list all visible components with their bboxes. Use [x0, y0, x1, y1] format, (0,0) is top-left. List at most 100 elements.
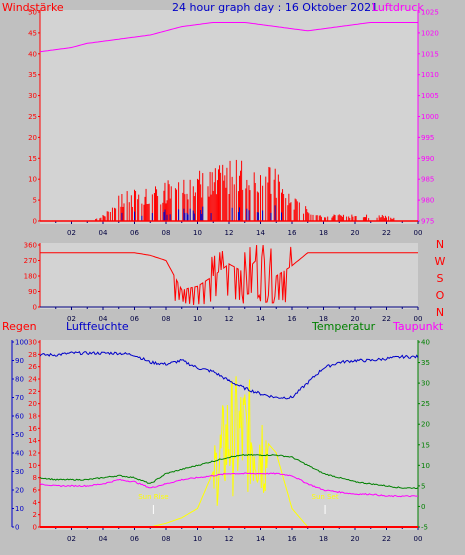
- wind-tick-label: 5: [33, 197, 37, 205]
- wind-panel-x-tick-label: 10: [193, 229, 202, 237]
- wind-panel-x-tick-label: 02: [67, 229, 76, 237]
- wind-panel-x-tick-label: 20: [351, 229, 360, 237]
- pressure-tick-label: 985: [421, 176, 434, 184]
- temperature-tick-label: 15: [421, 441, 430, 449]
- humidity-tick-label: 10: [15, 505, 24, 513]
- pressure-tick-label: 1010: [421, 71, 439, 79]
- climate-panel-x-tick-label: 16: [288, 535, 297, 543]
- temperature-tick-label: 0: [421, 503, 425, 511]
- rain-tick-label: 12: [28, 450, 37, 458]
- direction-panel-x-tick-label: 08: [162, 315, 171, 323]
- temperature-tick-label: 25: [421, 400, 430, 408]
- wind-panel-x-tick-label: 06: [130, 229, 139, 237]
- temperature-tick-label: 35: [421, 359, 430, 367]
- temperature-tick-label: 10: [421, 462, 430, 470]
- sunset-label: Sun Set: [312, 493, 339, 501]
- humidity-tick-label: 30: [15, 468, 24, 476]
- wind-tick-label: 10: [28, 176, 37, 184]
- sunrise-label: Sun Rise: [138, 493, 168, 501]
- temperature-tick-label: 20: [421, 421, 430, 429]
- wind-panel-x-tick-label: 16: [288, 229, 297, 237]
- pressure-tick-label: 990: [421, 155, 434, 163]
- wind-panel-x-tick-label: 14: [256, 229, 265, 237]
- rain-tick-label: 6: [33, 487, 38, 495]
- temperature-tick-label: 30: [421, 380, 430, 388]
- pressure-axis-title: Luftdruck: [372, 1, 424, 14]
- dewpoint-axis-title: Taupunkt: [392, 320, 444, 333]
- pressure-tick-label: 975: [421, 218, 434, 226]
- pressure-tick-label: 995: [421, 134, 434, 142]
- wind-tick-label: 25: [28, 113, 37, 121]
- humidity-tick-label: 70: [15, 394, 24, 402]
- wind-panel-x-tick-label: 04: [99, 229, 108, 237]
- compass-letter: W: [435, 255, 446, 268]
- climate-panel-x-tick-label: 06: [130, 535, 139, 543]
- direction-panel-x-tick-label: 10: [193, 315, 202, 323]
- rain-tick-label: 16: [28, 425, 37, 433]
- climate-panel-x-tick-label: 22: [382, 535, 391, 543]
- direction-panel-x-tick-label: 14: [256, 315, 265, 323]
- rain-axis-title: Regen: [2, 320, 37, 333]
- wind-panel-x-tick-label: 00: [414, 229, 423, 237]
- rain-tick-label: 8: [33, 474, 37, 482]
- direction-panel-x-tick-label: 00: [414, 315, 423, 323]
- temperature-tick-label: 40: [421, 339, 430, 347]
- temperature-tick-label: -5: [421, 524, 428, 532]
- wind-panel-x-tick-label: 18: [319, 229, 328, 237]
- rain-tick-label: 10: [28, 462, 37, 470]
- climate-panel-x-tick-label: 08: [162, 535, 171, 543]
- direction-panel-x-tick-label: 16: [288, 315, 297, 323]
- pressure-tick-label: 1025: [421, 9, 439, 17]
- rain-tick-label: 0: [33, 524, 37, 532]
- direction-panel-x-tick-label: 20: [351, 315, 360, 323]
- wind-tick-label: 35: [28, 71, 37, 79]
- climate-panel-x-tick-label: 12: [225, 535, 234, 543]
- rain-tick-label: 14: [28, 437, 37, 445]
- humidity-line: [39, 350, 419, 400]
- climate-plot-area: [40, 340, 418, 530]
- wind-panel-x-tick-label: 08: [162, 229, 171, 237]
- humidity-tick-label: 50: [15, 431, 24, 439]
- pressure-tick-label: 1000: [421, 113, 439, 121]
- rain-tick-label: 24: [28, 376, 37, 384]
- rain-tick-label: 26: [28, 363, 37, 371]
- compass-letter: S: [437, 272, 444, 285]
- compass-letter: O: [436, 289, 445, 302]
- chart-marks: 0510152025303540455097598098599099510001…: [11, 9, 439, 543]
- wind-axis-title: Windstärke: [2, 1, 64, 14]
- direction-panel-x-tick-label: 18: [319, 315, 328, 323]
- wind-tick-label: 45: [28, 29, 37, 37]
- wind-panel-x-tick-label: 22: [382, 229, 391, 237]
- wind-tick-label: 0: [33, 218, 37, 226]
- direction-panel-x-tick-label: 02: [67, 315, 76, 323]
- wind-panel-x-tick-label: 12: [225, 229, 234, 237]
- rain-tick-label: 20: [28, 400, 37, 408]
- pressure-line: [39, 22, 418, 53]
- rain-tick-label: 30: [28, 339, 37, 347]
- humidity-tick-label: 80: [15, 376, 24, 384]
- climate-panel-x-tick-label: 04: [99, 535, 108, 543]
- climate-panel-x-tick-label: 20: [351, 535, 360, 543]
- rain-tick-label: 28: [28, 351, 37, 359]
- wind-tick-label: 15: [28, 155, 37, 163]
- direction-panel-x-tick-label: 06: [130, 315, 139, 323]
- dewpoint-line: [39, 472, 418, 498]
- wind-tick-label: 30: [28, 92, 37, 100]
- direction-tick-label: 90: [28, 288, 37, 296]
- climate-panel-x-tick-label: 14: [256, 535, 265, 543]
- sun-line: [150, 376, 324, 528]
- direction-line: [40, 244, 418, 306]
- direction-tick-label: 360: [24, 242, 37, 250]
- direction-tick-label: 270: [24, 257, 37, 265]
- direction-tick-label: 180: [24, 273, 37, 281]
- temperature-tick-label: 5: [421, 482, 425, 490]
- humidity-axis-title: Luftfeuchte: [66, 320, 129, 333]
- climate-panel-x-tick-label: 18: [319, 535, 328, 543]
- temperature-axis-title: Temperatur: [311, 320, 376, 333]
- pressure-tick-label: 980: [421, 197, 434, 205]
- humidity-tick-label: 20: [15, 487, 24, 495]
- wind-tick-label: 40: [28, 50, 37, 58]
- wind-pressure-plot-area: [40, 10, 418, 224]
